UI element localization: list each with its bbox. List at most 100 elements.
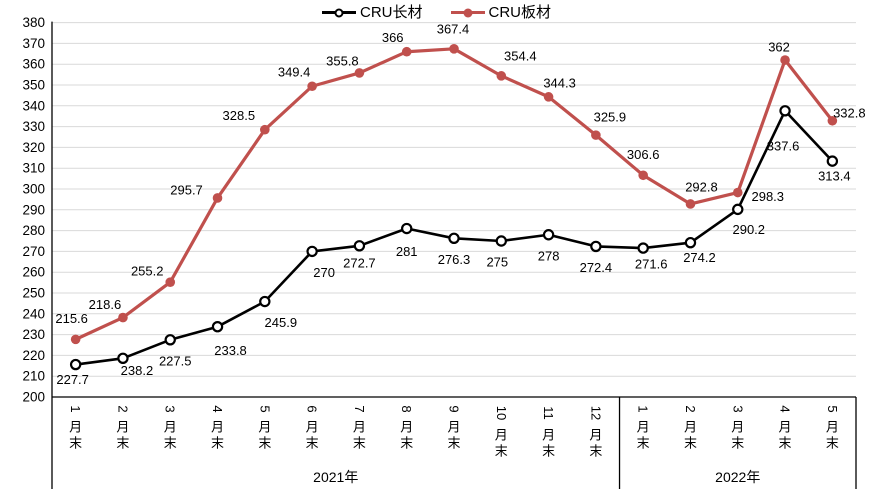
svg-text:250: 250 bbox=[22, 286, 45, 301]
svg-text:月: 月 bbox=[258, 420, 271, 435]
svg-text:6: 6 bbox=[305, 405, 320, 412]
svg-text:370: 370 bbox=[22, 36, 45, 51]
svg-text:11: 11 bbox=[541, 406, 556, 420]
svg-text:1: 1 bbox=[68, 405, 83, 412]
svg-text:290.2: 290.2 bbox=[732, 222, 765, 237]
svg-text:末: 末 bbox=[211, 436, 224, 451]
svg-text:末: 末 bbox=[258, 436, 271, 451]
svg-text:218.6: 218.6 bbox=[89, 297, 122, 312]
svg-text:10: 10 bbox=[494, 406, 509, 420]
svg-text:325.9: 325.9 bbox=[594, 110, 627, 125]
legend-filled-circle-line-icon bbox=[450, 8, 485, 17]
svg-text:328.5: 328.5 bbox=[223, 108, 256, 123]
svg-text:月: 月 bbox=[589, 428, 602, 443]
svg-text:4: 4 bbox=[210, 405, 225, 412]
svg-text:末: 末 bbox=[779, 436, 792, 451]
svg-text:末: 末 bbox=[589, 444, 602, 459]
chart-legend: CRU长材 CRU板材 bbox=[0, 5, 873, 20]
svg-text:227.5: 227.5 bbox=[159, 353, 192, 368]
svg-text:月: 月 bbox=[211, 420, 224, 435]
svg-text:300: 300 bbox=[22, 182, 45, 197]
svg-text:230: 230 bbox=[22, 327, 45, 342]
svg-text:215.6: 215.6 bbox=[55, 311, 88, 326]
svg-text:月: 月 bbox=[731, 420, 744, 435]
svg-text:末: 末 bbox=[69, 436, 82, 451]
svg-text:3: 3 bbox=[730, 405, 745, 412]
svg-text:7: 7 bbox=[352, 405, 367, 412]
svg-text:292.8: 292.8 bbox=[685, 179, 718, 194]
svg-text:276.3: 276.3 bbox=[438, 252, 471, 267]
svg-text:298.3: 298.3 bbox=[751, 189, 784, 204]
svg-text:340: 340 bbox=[22, 98, 45, 113]
svg-text:9: 9 bbox=[447, 405, 462, 412]
svg-text:末: 末 bbox=[684, 436, 697, 451]
svg-text:5: 5 bbox=[257, 405, 272, 412]
svg-text:末: 末 bbox=[542, 444, 555, 459]
svg-text:344.3: 344.3 bbox=[543, 75, 576, 90]
svg-text:月: 月 bbox=[164, 420, 177, 435]
svg-text:末: 末 bbox=[400, 436, 413, 451]
svg-text:月: 月 bbox=[684, 420, 697, 435]
svg-text:月: 月 bbox=[826, 420, 839, 435]
svg-text:362: 362 bbox=[768, 40, 790, 55]
svg-text:末: 末 bbox=[495, 444, 508, 459]
svg-text:月: 月 bbox=[400, 420, 413, 435]
svg-text:末: 末 bbox=[353, 436, 366, 451]
svg-text:8: 8 bbox=[399, 405, 414, 412]
svg-text:349.4: 349.4 bbox=[278, 65, 311, 80]
svg-text:295.7: 295.7 bbox=[170, 182, 203, 197]
svg-text:278: 278 bbox=[538, 248, 560, 263]
svg-text:月: 月 bbox=[353, 420, 366, 435]
legend-item-cru-long: CRU长材 bbox=[322, 5, 423, 20]
svg-text:月: 月 bbox=[495, 428, 508, 443]
svg-text:末: 末 bbox=[447, 436, 460, 451]
svg-text:月: 月 bbox=[447, 420, 460, 435]
svg-text:末: 末 bbox=[164, 436, 177, 451]
svg-text:245.9: 245.9 bbox=[265, 315, 298, 330]
svg-text:330: 330 bbox=[22, 119, 45, 134]
svg-text:月: 月 bbox=[69, 420, 82, 435]
svg-text:313.4: 313.4 bbox=[818, 169, 851, 184]
svg-text:5: 5 bbox=[825, 405, 840, 412]
svg-text:306.6: 306.6 bbox=[627, 147, 660, 162]
svg-text:320: 320 bbox=[22, 140, 45, 155]
svg-text:末: 末 bbox=[306, 436, 319, 451]
y-gridlines bbox=[52, 22, 856, 377]
svg-text:274.2: 274.2 bbox=[683, 250, 716, 265]
svg-text:240: 240 bbox=[22, 306, 45, 321]
legend-label-cru-flat: CRU板材 bbox=[488, 4, 552, 21]
svg-text:2022年: 2022年 bbox=[715, 469, 760, 485]
svg-text:月: 月 bbox=[637, 420, 650, 435]
axes bbox=[51, 21, 857, 489]
svg-text:270: 270 bbox=[22, 244, 45, 259]
svg-text:月: 月 bbox=[542, 428, 555, 443]
svg-text:200: 200 bbox=[22, 390, 45, 405]
svg-text:275: 275 bbox=[486, 255, 508, 270]
svg-text:280: 280 bbox=[22, 223, 45, 238]
svg-text:末: 末 bbox=[116, 436, 129, 451]
svg-text:月: 月 bbox=[116, 420, 129, 435]
x-axis-labels: 1月末2月末3月末4月末5月末6月末7月末8月末9月末10月末11月末12月末1… bbox=[68, 405, 840, 458]
x-axis-group-labels: 2021年 2022年 bbox=[313, 469, 760, 485]
svg-text:末: 末 bbox=[826, 436, 839, 451]
svg-text:350: 350 bbox=[22, 78, 45, 93]
series-cru-flat bbox=[70, 44, 838, 345]
svg-text:1: 1 bbox=[636, 405, 651, 412]
svg-text:233.8: 233.8 bbox=[214, 343, 247, 358]
svg-text:337.6: 337.6 bbox=[767, 138, 800, 153]
svg-text:366: 366 bbox=[382, 30, 404, 45]
svg-text:270: 270 bbox=[313, 265, 335, 280]
svg-text:332.8: 332.8 bbox=[833, 105, 866, 120]
svg-text:4: 4 bbox=[778, 405, 793, 412]
legend-open-circle-line-icon bbox=[322, 8, 356, 17]
svg-text:272.7: 272.7 bbox=[343, 255, 376, 270]
svg-text:227.7: 227.7 bbox=[56, 372, 89, 387]
series-cru-long bbox=[69, 105, 839, 371]
svg-text:380: 380 bbox=[22, 15, 45, 30]
svg-text:310: 310 bbox=[22, 161, 45, 176]
svg-text:367.4: 367.4 bbox=[437, 21, 470, 36]
legend-label-cru-long: CRU长材 bbox=[360, 4, 423, 21]
svg-text:281: 281 bbox=[396, 244, 418, 259]
